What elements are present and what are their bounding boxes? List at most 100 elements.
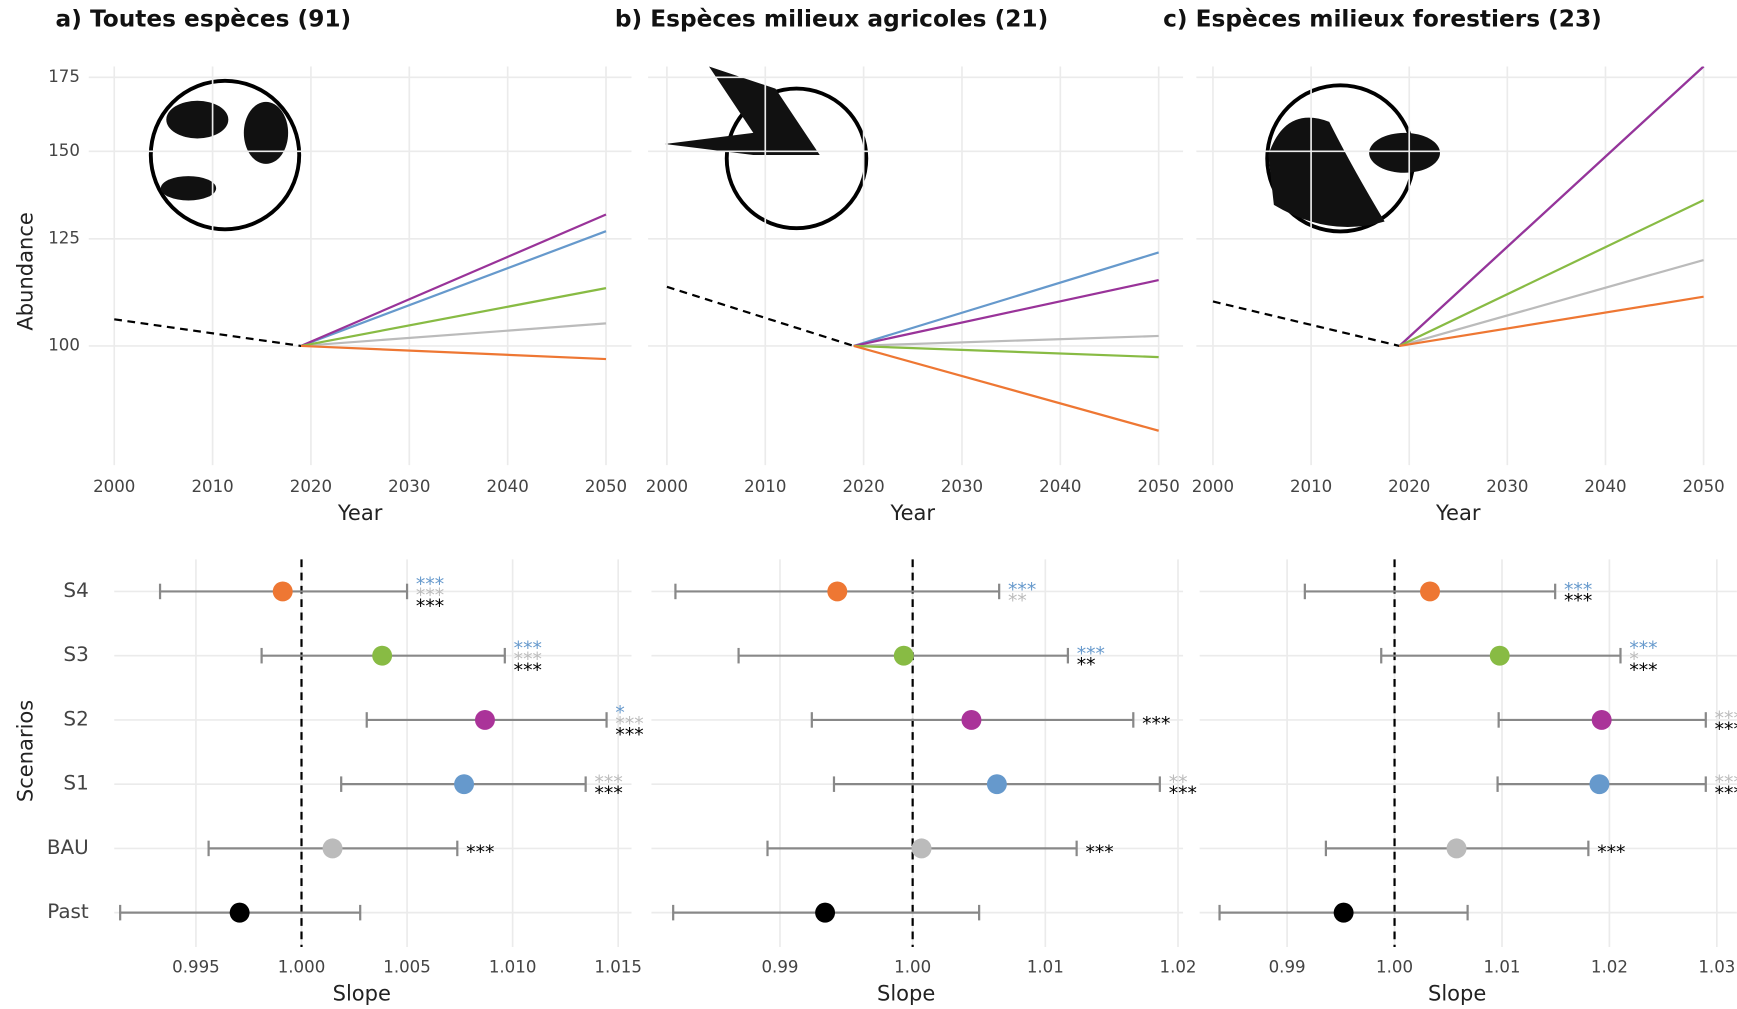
significance-label: *** bbox=[1715, 784, 1737, 805]
significance-label: *** bbox=[595, 784, 623, 805]
x-tick-label: 0.99 bbox=[761, 958, 798, 977]
category-label: S4 bbox=[63, 579, 88, 602]
significance-label: *** bbox=[1086, 842, 1114, 863]
figure: a) Toutes espèces (91)100125150175200020… bbox=[0, 0, 1737, 1009]
x-tick-label: 2040 bbox=[1584, 477, 1626, 496]
x-tick-label: 2030 bbox=[388, 477, 430, 496]
x-tick-label: 2030 bbox=[941, 477, 983, 496]
x-tick-label: 0.995 bbox=[172, 958, 220, 977]
series-line bbox=[854, 346, 1159, 357]
significance-label: *** bbox=[466, 842, 494, 863]
icons bbox=[151, 66, 1440, 231]
series-line bbox=[854, 336, 1159, 346]
significance-label: ** bbox=[1008, 591, 1027, 612]
x-tick-label: 1.02 bbox=[1160, 958, 1197, 977]
significance-label: *** bbox=[1629, 661, 1657, 682]
category-label: S3 bbox=[63, 643, 88, 666]
series-line bbox=[1213, 301, 1399, 345]
point bbox=[475, 710, 495, 730]
category-label: S1 bbox=[63, 772, 88, 795]
x-tick-label: 2050 bbox=[585, 477, 627, 496]
point bbox=[230, 903, 250, 923]
x-tick-label: 1.00 bbox=[1376, 958, 1413, 977]
category-label: Past bbox=[47, 900, 89, 923]
significance-label: ** bbox=[1077, 655, 1096, 676]
icon-bird bbox=[1369, 133, 1440, 173]
series-line bbox=[854, 252, 1159, 345]
x-axis-label: Slope bbox=[333, 981, 391, 1006]
x-tick-label: 1.015 bbox=[594, 958, 642, 977]
x-tick-label: 1.02 bbox=[1591, 958, 1628, 977]
icon-bird bbox=[166, 101, 228, 139]
x-axis-label: Year bbox=[337, 500, 383, 525]
panel-title: a) Toutes espèces (91) bbox=[56, 5, 352, 32]
icon-tree bbox=[1268, 118, 1384, 227]
x-tick-label: 1.03 bbox=[1698, 958, 1735, 977]
x-tick-label: 1.01 bbox=[1027, 958, 1064, 977]
series-line bbox=[114, 319, 301, 346]
x-tick-label: 1.005 bbox=[383, 958, 431, 977]
icon-bird bbox=[244, 102, 288, 164]
significance-label: *** bbox=[1142, 714, 1170, 735]
x-tick-label: 1.00 bbox=[894, 958, 931, 977]
series-line bbox=[301, 288, 606, 346]
x-tick-label: 2020 bbox=[842, 477, 884, 496]
y-tick-label: 175 bbox=[48, 67, 80, 86]
x-tick-label: 1.010 bbox=[489, 958, 537, 977]
y-tick-label: 150 bbox=[48, 141, 80, 160]
x-axis-label: Slope bbox=[1428, 981, 1486, 1006]
point bbox=[454, 774, 474, 794]
point bbox=[1420, 581, 1440, 601]
point bbox=[894, 646, 914, 666]
category-label: S2 bbox=[63, 707, 88, 730]
x-tick-label: 2050 bbox=[1138, 477, 1180, 496]
point bbox=[1589, 774, 1609, 794]
significance-label: *** bbox=[514, 661, 542, 682]
point bbox=[323, 838, 343, 858]
significance-label: *** bbox=[1715, 719, 1737, 740]
point bbox=[273, 581, 293, 601]
panel-title: b) Espèces milieux agricoles (21) bbox=[615, 5, 1048, 32]
point bbox=[372, 646, 392, 666]
y-tick-label: 100 bbox=[48, 335, 80, 354]
x-tick-label: 1.01 bbox=[1483, 958, 1520, 977]
series-line bbox=[301, 231, 606, 346]
x-tick-label: 2040 bbox=[1039, 477, 1081, 496]
point bbox=[1447, 838, 1467, 858]
point bbox=[815, 903, 835, 923]
x-tick-label: 2020 bbox=[290, 477, 332, 496]
x-tick-label: 2010 bbox=[191, 477, 233, 496]
point bbox=[1490, 646, 1510, 666]
category-label: BAU bbox=[47, 836, 89, 859]
x-axis-label: Year bbox=[890, 500, 936, 525]
point bbox=[912, 838, 932, 858]
x-axis-label: Year bbox=[1435, 500, 1481, 525]
x-tick-label: 2000 bbox=[646, 477, 688, 496]
series-group bbox=[114, 214, 606, 359]
x-tick-label: 2030 bbox=[1486, 477, 1528, 496]
series-line bbox=[854, 346, 1159, 431]
x-tick-label: 2010 bbox=[1290, 477, 1332, 496]
significance-label: *** bbox=[1597, 842, 1625, 863]
significance-label: *** bbox=[1564, 591, 1592, 612]
point bbox=[827, 581, 847, 601]
series-line bbox=[301, 346, 606, 359]
point bbox=[1334, 903, 1354, 923]
x-tick-label: 2040 bbox=[487, 477, 529, 496]
x-axis-label: Slope bbox=[877, 981, 935, 1006]
series-line bbox=[667, 287, 854, 346]
x-tick-label: 2050 bbox=[1682, 477, 1724, 496]
x-tick-label: 2020 bbox=[1388, 477, 1430, 496]
x-tick-label: 2000 bbox=[1192, 477, 1234, 496]
x-tick-label: 1.000 bbox=[278, 958, 326, 977]
significance-label: *** bbox=[1169, 784, 1197, 805]
series-line bbox=[854, 280, 1159, 346]
icon-bird bbox=[665, 66, 820, 155]
point bbox=[1592, 710, 1612, 730]
icon-bird bbox=[161, 176, 216, 200]
point bbox=[987, 774, 1007, 794]
point bbox=[961, 710, 981, 730]
significance-label: *** bbox=[615, 725, 643, 746]
significance-label: *** bbox=[416, 596, 444, 617]
panel-title: c) Espèces milieux forestiers (23) bbox=[1163, 5, 1602, 32]
